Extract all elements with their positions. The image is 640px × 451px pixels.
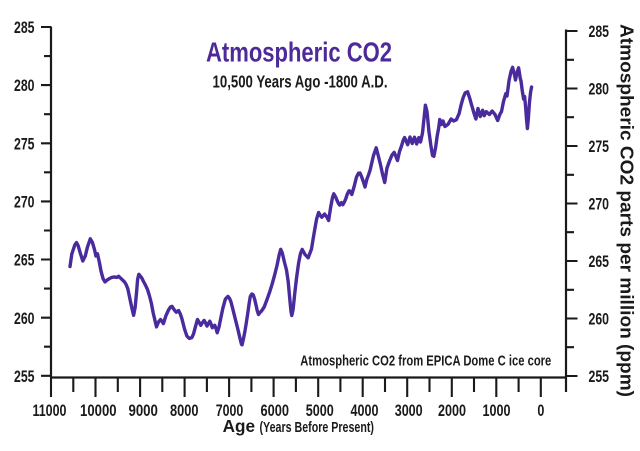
svg-text:0: 0 — [537, 401, 544, 420]
svg-text:Age: Age — [223, 416, 256, 436]
svg-text:Atmospheric CO2 parts per mill: Atmospheric CO2 parts per million (ppm) — [617, 24, 637, 397]
svg-text:255: 255 — [14, 367, 35, 386]
svg-text:7000: 7000 — [216, 401, 244, 420]
svg-text:265: 265 — [14, 251, 35, 270]
svg-text:6000: 6000 — [261, 401, 290, 420]
svg-text:3000: 3000 — [395, 401, 423, 420]
svg-text:280: 280 — [589, 80, 610, 99]
svg-text:285: 285 — [589, 22, 610, 41]
svg-text:1000: 1000 — [483, 401, 511, 420]
svg-text:9000: 9000 — [128, 401, 158, 420]
svg-text:260: 260 — [14, 309, 35, 328]
svg-text:260: 260 — [589, 310, 610, 329]
svg-text:280: 280 — [14, 76, 35, 95]
svg-text:10,500 Years Ago -1800 A.D.: 10,500 Years Ago -1800 A.D. — [213, 71, 388, 91]
svg-text:275: 275 — [589, 137, 610, 156]
svg-text:275: 275 — [14, 134, 35, 153]
svg-text:5000: 5000 — [306, 401, 334, 420]
svg-text:10000: 10000 — [80, 401, 117, 420]
svg-text:270: 270 — [14, 192, 35, 211]
svg-text:255: 255 — [589, 367, 610, 386]
svg-text:(Years Before Present): (Years Before Present) — [260, 420, 375, 436]
svg-text:11000: 11000 — [33, 401, 67, 420]
svg-text:4000: 4000 — [351, 401, 379, 420]
svg-text:Atmospheric CO2: Atmospheric CO2 — [206, 35, 392, 67]
svg-text:Atmospheric CO2 from EPICA Dom: Atmospheric CO2 from EPICA Dome C ice co… — [300, 352, 551, 369]
svg-text:270: 270 — [589, 195, 610, 214]
svg-text:285: 285 — [14, 18, 35, 37]
svg-text:8000: 8000 — [170, 401, 199, 420]
svg-text:265: 265 — [589, 252, 610, 271]
svg-text:2000: 2000 — [438, 401, 466, 420]
